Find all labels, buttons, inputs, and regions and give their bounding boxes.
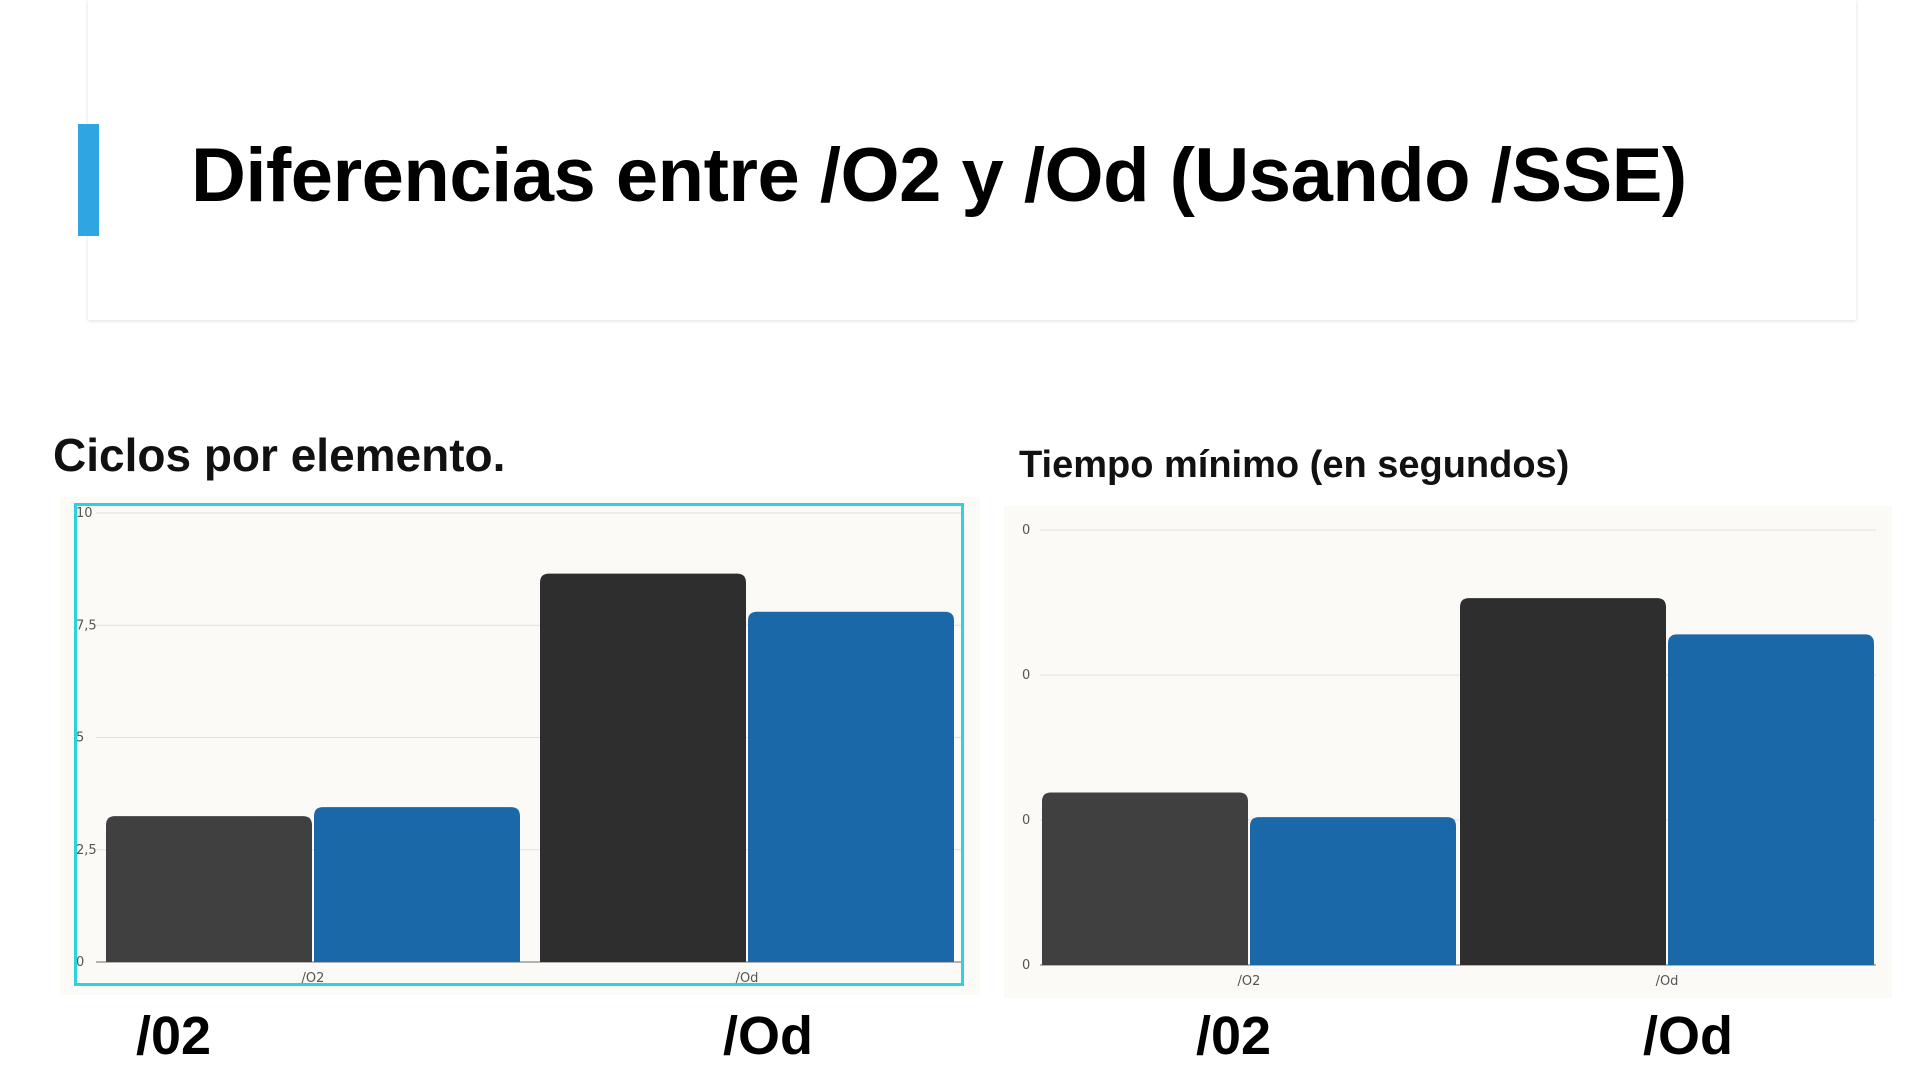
bar-O2-s1	[314, 807, 520, 962]
title-accent-bar	[78, 124, 99, 236]
bar-O2-s1	[1250, 817, 1456, 965]
category-label-o2-left: /02	[136, 1006, 212, 1066]
x-tick-label: /Od	[1656, 974, 1679, 989]
y-tick-label: 0	[1022, 668, 1030, 683]
category-label-o2-right: /02	[1196, 1006, 1272, 1066]
bar-O2-s0	[106, 816, 312, 962]
y-tick-label: 7,5	[76, 618, 97, 633]
title-card	[88, 0, 1856, 320]
x-tick-label: /O2	[1238, 974, 1261, 989]
bar-Od-s1	[1668, 634, 1874, 965]
chart-title-cycles: Ciclos por elemento.	[53, 429, 506, 481]
y-tick-label: 2,5	[76, 843, 97, 858]
category-label-od-right: /Od	[1643, 1006, 1733, 1066]
bar-Od-s0	[540, 573, 746, 962]
y-tick-label: 0	[1022, 958, 1030, 973]
bar-Od-s1	[748, 611, 954, 962]
y-tick-label: 0	[76, 955, 84, 970]
bar-Od-s0	[1460, 598, 1666, 965]
x-tick-label: /O2	[302, 971, 325, 986]
y-tick-label: 5	[76, 731, 84, 746]
y-tick-label: 0	[1022, 523, 1030, 538]
x-tick-label: /Od	[736, 971, 759, 986]
y-tick-label: 10	[76, 506, 93, 521]
bar-O2-s0	[1042, 792, 1248, 965]
category-label-od-left: /Od	[723, 1006, 813, 1066]
slide-title: Diferencias entre /O2 y /Od (Usando /SSE…	[191, 133, 1687, 218]
y-tick-label: 0	[1022, 813, 1030, 828]
chart-title-time: Tiempo mínimo (en segundos)	[1019, 444, 1570, 486]
